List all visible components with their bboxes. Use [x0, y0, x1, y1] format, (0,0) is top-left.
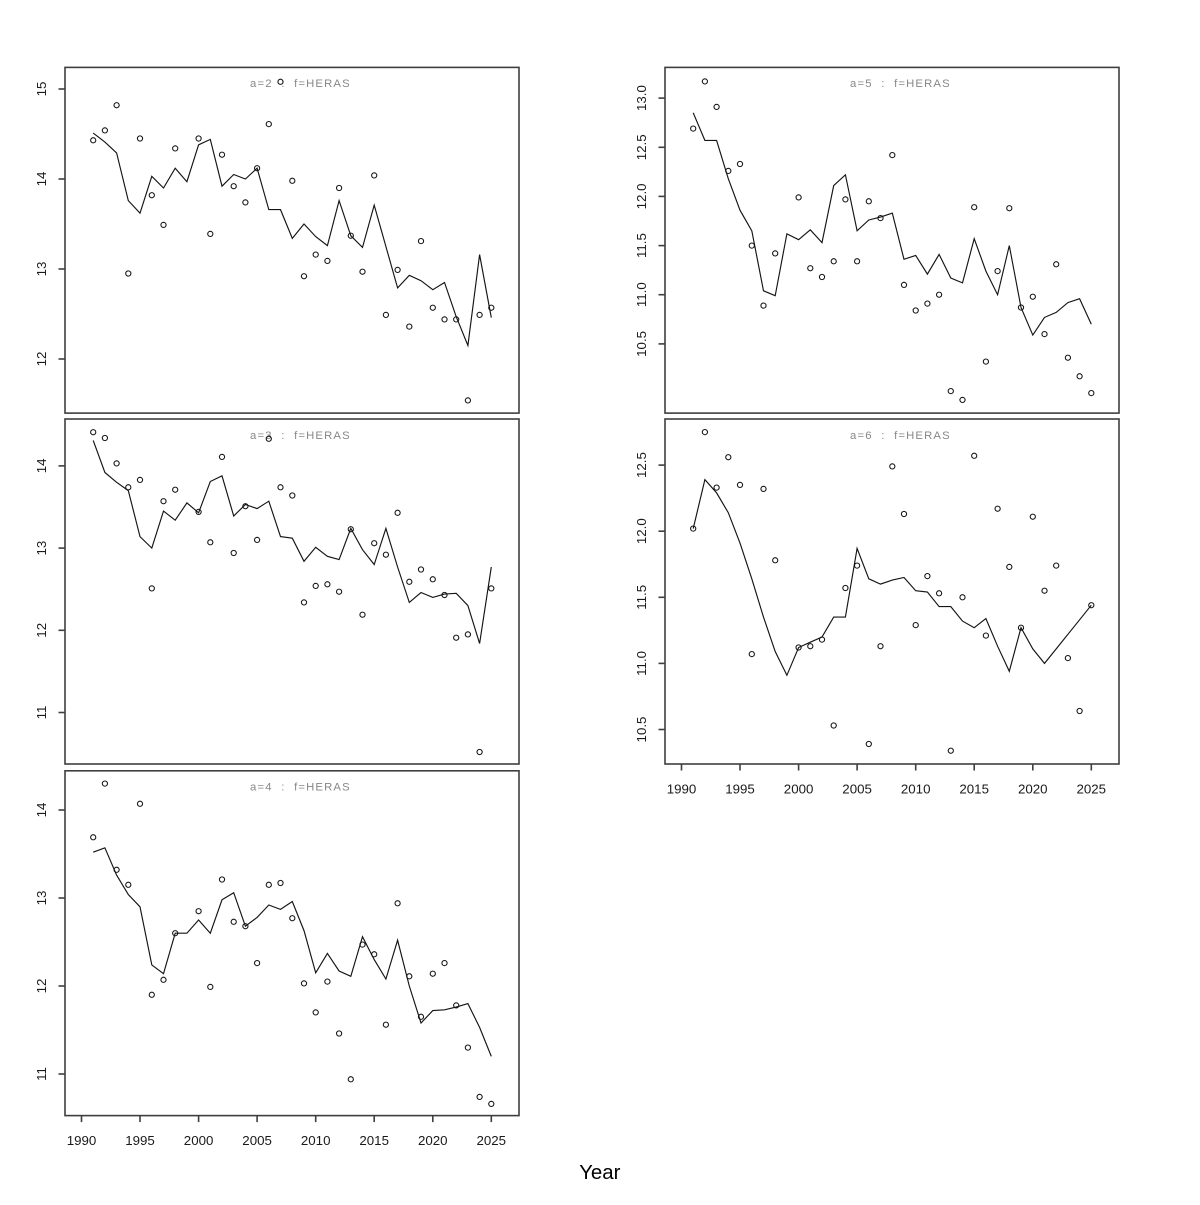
- svg-text:15: 15: [34, 82, 49, 97]
- svg-text:2025: 2025: [1077, 782, 1107, 797]
- svg-text:11: 11: [34, 1067, 49, 1081]
- svg-text:14: 14: [34, 172, 49, 187]
- svg-text:1995: 1995: [125, 1133, 155, 1148]
- svg-text:1990: 1990: [667, 782, 697, 797]
- svg-text:2015: 2015: [359, 1133, 389, 1148]
- svg-text:a=2 : f=HERAS: a=2 : f=HERAS: [250, 78, 351, 90]
- svg-text:13: 13: [34, 262, 49, 277]
- svg-text:a=4 : f=HERAS: a=4 : f=HERAS: [250, 782, 351, 794]
- svg-text:13: 13: [34, 891, 49, 906]
- svg-text:12.0: 12.0: [634, 183, 649, 209]
- svg-text:2020: 2020: [418, 1133, 448, 1148]
- svg-text:2000: 2000: [184, 1133, 214, 1148]
- svg-text:2010: 2010: [301, 1133, 331, 1148]
- svg-text:11.0: 11.0: [634, 282, 649, 307]
- svg-text:12: 12: [34, 623, 49, 638]
- svg-text:1990: 1990: [67, 1133, 97, 1148]
- svg-text:a=6 : f=HERAS: a=6 : f=HERAS: [850, 430, 951, 442]
- svg-text:12: 12: [34, 352, 49, 367]
- svg-text:12: 12: [34, 979, 49, 994]
- svg-text:2015: 2015: [959, 782, 989, 797]
- svg-text:11: 11: [34, 706, 49, 720]
- svg-text:12.5: 12.5: [634, 452, 649, 478]
- svg-text:a=5 : f=HERAS: a=5 : f=HERAS: [850, 78, 951, 90]
- svg-text:13.0: 13.0: [634, 85, 649, 111]
- svg-text:2005: 2005: [842, 782, 872, 797]
- svg-text:14: 14: [34, 459, 49, 474]
- svg-text:Year: Year: [579, 1162, 620, 1184]
- svg-text:10.5: 10.5: [634, 331, 649, 357]
- svg-text:2020: 2020: [1018, 782, 1048, 797]
- svg-text:a=3 : f=HERAS: a=3 : f=HERAS: [250, 430, 351, 442]
- svg-text:12.5: 12.5: [634, 134, 649, 160]
- svg-text:1995: 1995: [725, 782, 755, 797]
- svg-text:2005: 2005: [242, 1133, 272, 1148]
- svg-text:12.0: 12.0: [634, 518, 649, 544]
- svg-text:2010: 2010: [901, 782, 931, 797]
- svg-text:11.0: 11.0: [634, 651, 649, 676]
- svg-text:13: 13: [34, 541, 49, 556]
- svg-text:14: 14: [34, 803, 49, 818]
- svg-text:11.5: 11.5: [634, 585, 649, 610]
- svg-text:2025: 2025: [477, 1133, 507, 1148]
- svg-text:10.5: 10.5: [634, 717, 649, 743]
- svg-text:2000: 2000: [784, 782, 814, 797]
- svg-text:11.5: 11.5: [634, 233, 649, 258]
